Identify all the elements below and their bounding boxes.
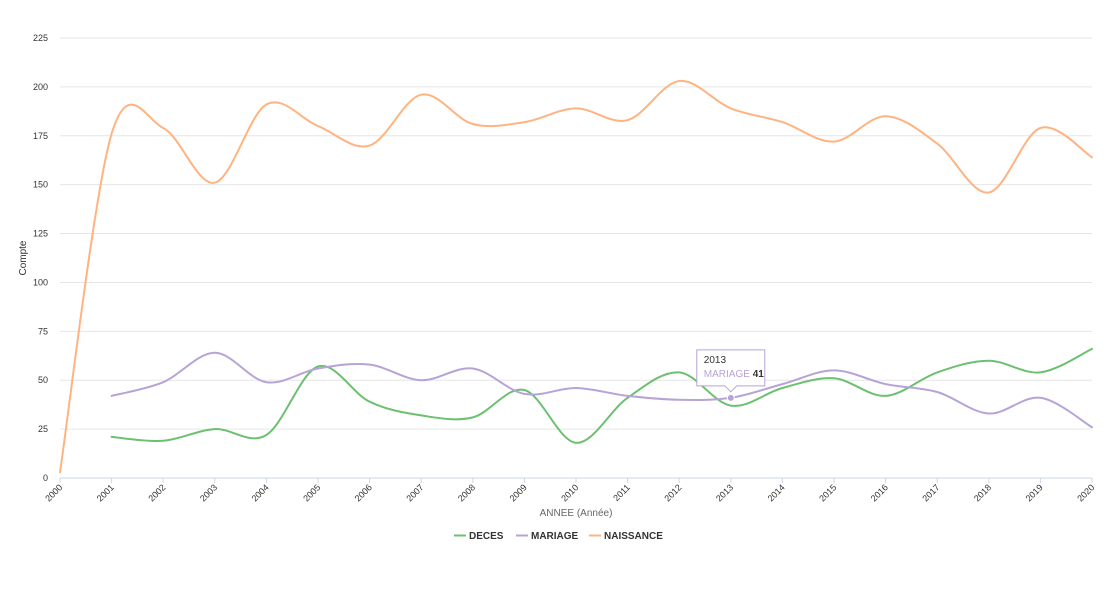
y-tick-label: 25 xyxy=(38,424,48,434)
y-axis-title: Compte xyxy=(18,240,29,275)
series-line-mariage[interactable] xyxy=(110,351,1093,429)
x-tick-label: 2002 xyxy=(146,482,167,503)
tooltip-category: 2013 xyxy=(704,355,727,366)
tooltip: 2013 MARIAGE 41 xyxy=(696,349,766,402)
x-tick-label: 2011 xyxy=(611,482,632,503)
axes: 2000 2001 2002 2003 2004 2005 2006 2007 2008 2009… xyxy=(43,477,1096,504)
legend-item-mariage[interactable]: MARIAGE xyxy=(516,531,579,542)
y-tick-label: 100 xyxy=(33,277,48,287)
x-tick-label: 2001 xyxy=(95,482,116,503)
legend-label: NAISSANCE xyxy=(604,531,663,542)
legend-item-deces[interactable]: DECES xyxy=(454,531,504,542)
x-tick-label: 2008 xyxy=(456,482,477,503)
x-tick-label: 2020 xyxy=(1075,482,1096,503)
y-tick-label: 175 xyxy=(33,131,48,141)
y-tick-label: 125 xyxy=(33,229,48,239)
y-tick-label: 200 xyxy=(33,82,48,92)
x-tick-label: 2016 xyxy=(869,482,890,503)
x-tick-label: 2004 xyxy=(250,482,271,503)
x-tick-label: 2006 xyxy=(353,482,374,503)
x-tick-label: 2000 xyxy=(43,482,64,503)
x-tick-label: 2010 xyxy=(559,482,580,503)
tooltip-series-name: MARIAGE xyxy=(704,369,753,380)
series-line-naissance[interactable] xyxy=(59,79,1093,474)
legend: DECES MARIAGE NAISSANCE xyxy=(454,531,663,542)
y-tick-label: 75 xyxy=(38,326,48,336)
tooltip-box xyxy=(696,349,766,393)
x-tick-label: 2009 xyxy=(508,482,529,503)
legend-label: DECES xyxy=(469,531,504,542)
x-tick-label: 2019 xyxy=(1024,482,1045,503)
x-tick-label: 2012 xyxy=(662,482,683,503)
y-tick-label: 225 xyxy=(33,33,48,43)
x-tick-label: 2003 xyxy=(198,482,219,503)
legend-label: MARIAGE xyxy=(531,531,579,542)
y-tick-label: 150 xyxy=(33,180,48,190)
series xyxy=(59,79,1093,474)
tooltip-series-value: MARIAGE 41 xyxy=(704,369,764,380)
x-tick-label: 2018 xyxy=(972,482,993,503)
x-tick-label: 2005 xyxy=(301,482,322,503)
y-tick-label: 50 xyxy=(38,375,48,385)
x-axis-title: ANNEE (Année) xyxy=(540,508,613,519)
x-tick-label: 2017 xyxy=(920,482,941,503)
tooltip-value: 41 xyxy=(753,369,765,380)
x-tick-label: 2007 xyxy=(404,482,425,503)
legend-item-naissance[interactable]: NAISSANCE xyxy=(589,531,663,542)
series-line-deces[interactable] xyxy=(110,347,1093,444)
y-tick-label: 0 xyxy=(43,473,48,483)
grid: 0 25 50 75 100 125 150 175 200 225 xyxy=(33,33,1092,483)
x-tick-label: 2014 xyxy=(766,482,787,503)
x-tick-label: 2015 xyxy=(817,482,838,503)
x-tick-label: 2013 xyxy=(714,482,735,503)
hovered-point-marker[interactable] xyxy=(726,393,735,402)
